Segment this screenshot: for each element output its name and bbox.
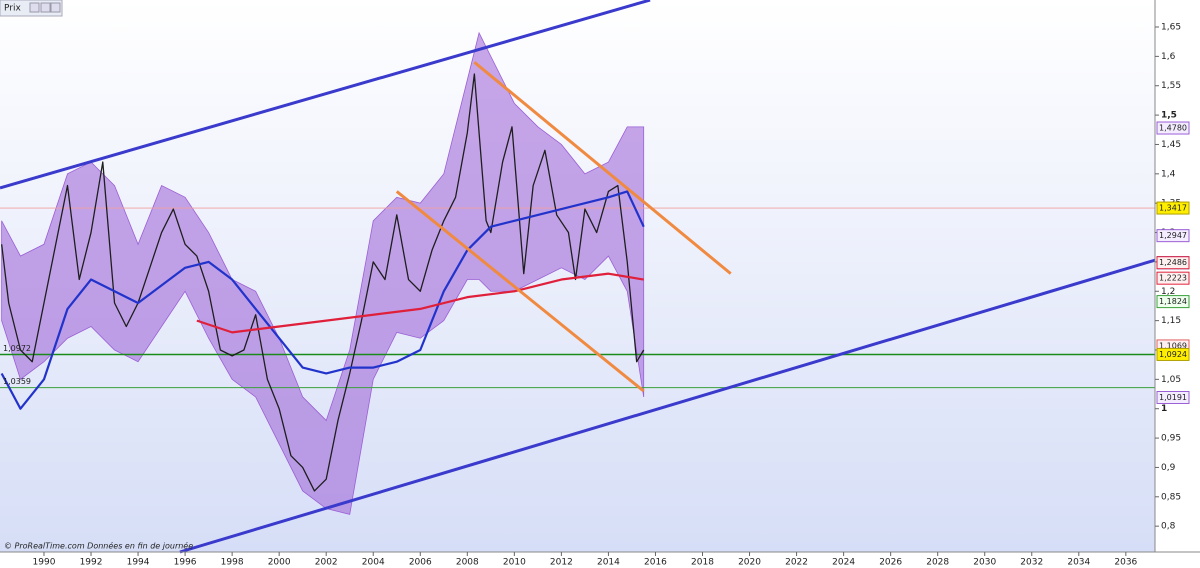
tool-icon[interactable] [50, 2, 61, 13]
price-label: 1,2947 [1159, 231, 1187, 240]
x-tick-label: 2018 [691, 558, 714, 568]
price-label: 1,0924 [1159, 350, 1187, 359]
y-tick-label: 0,8 [1161, 522, 1176, 532]
tool-icon[interactable] [40, 2, 51, 13]
series-line [196, 272, 644, 334]
x-tick-label: 2000 [268, 558, 291, 568]
y-tick-label: 0,85 [1161, 492, 1181, 502]
price-label-box [1156, 271, 1190, 285]
series-line [1, 73, 645, 492]
price-label: 1,2223 [1159, 274, 1187, 283]
x-tick-label: 2024 [832, 558, 855, 568]
tool-icon[interactable] [29, 2, 40, 13]
y-tick-label: 1,45 [1161, 140, 1181, 150]
x-tick-label: 2012 [550, 558, 573, 568]
x-tick-label: 2028 [926, 558, 949, 568]
level-label: 1,0359 [3, 377, 31, 386]
x-tick-label: 2032 [1020, 558, 1043, 568]
trend-line [473, 61, 732, 275]
x-tick-label: 2016 [644, 558, 667, 568]
price-label-box [1156, 295, 1190, 309]
price-label-box [1156, 121, 1190, 135]
price-label: 1,1069 [1159, 341, 1187, 350]
price-label: 1,1824 [1159, 297, 1187, 306]
x-tick-label: 2004 [362, 558, 385, 568]
level-label: 1,0972 [3, 344, 31, 353]
price-label-box [1156, 229, 1190, 243]
price-label-box [1156, 201, 1190, 215]
x-tick-label: 2022 [785, 558, 808, 568]
price-label: 1,0191 [1159, 393, 1187, 402]
price-label: 1,4780 [1159, 124, 1187, 133]
trend-line [179, 258, 1156, 554]
y-tick-label: 1,55 [1161, 81, 1181, 91]
x-tick-label: 2008 [456, 558, 479, 568]
x-tick-label: 2002 [315, 558, 338, 568]
price-label-box [1156, 347, 1190, 361]
x-tick-label: 2030 [973, 558, 996, 568]
x-tick-label: 2034 [1067, 558, 1090, 568]
y-tick-label: 1,4 [1161, 169, 1176, 179]
trend-line [0, 0, 651, 190]
trend-line [395, 190, 645, 393]
series-line [0, 190, 645, 410]
x-tick-label: 2036 [1114, 558, 1137, 568]
y-tick-label: 1,5 [1161, 111, 1177, 121]
toolbar-label: Prix [4, 4, 21, 14]
y-tick-label: 1,6 [1161, 52, 1176, 62]
x-tick-label: 2020 [738, 558, 761, 568]
price-label: 1,3417 [1159, 204, 1187, 213]
price-label-box [1156, 390, 1190, 404]
y-tick-label: 0,9 [1161, 463, 1176, 473]
price-label: 1,2486 [1159, 258, 1187, 267]
x-tick-label: 1990 [33, 558, 56, 568]
y-tick-label: 1 [1161, 404, 1167, 414]
price-label-box [1156, 256, 1190, 270]
y-tick-label: 1,65 [1161, 23, 1181, 33]
x-tick-label: 1994 [127, 558, 150, 568]
x-tick-label: 1992 [80, 558, 103, 568]
y-tick-label: 0,95 [1161, 434, 1181, 444]
y-tick-label: 1,2 [1161, 287, 1175, 297]
x-tick-label: 2010 [503, 558, 526, 568]
x-tick-label: 2014 [597, 558, 620, 568]
y-tick-label: 1,15 [1161, 316, 1181, 326]
x-tick-label: 2006 [409, 558, 432, 568]
x-tick-label: 1998 [221, 558, 244, 568]
y-tick-label: 1,05 [1161, 375, 1181, 385]
x-tick-label: 1996 [174, 558, 197, 568]
x-tick-label: 2026 [879, 558, 902, 568]
footer: © ProRealTime.com Données en fin de jour… [4, 541, 193, 551]
